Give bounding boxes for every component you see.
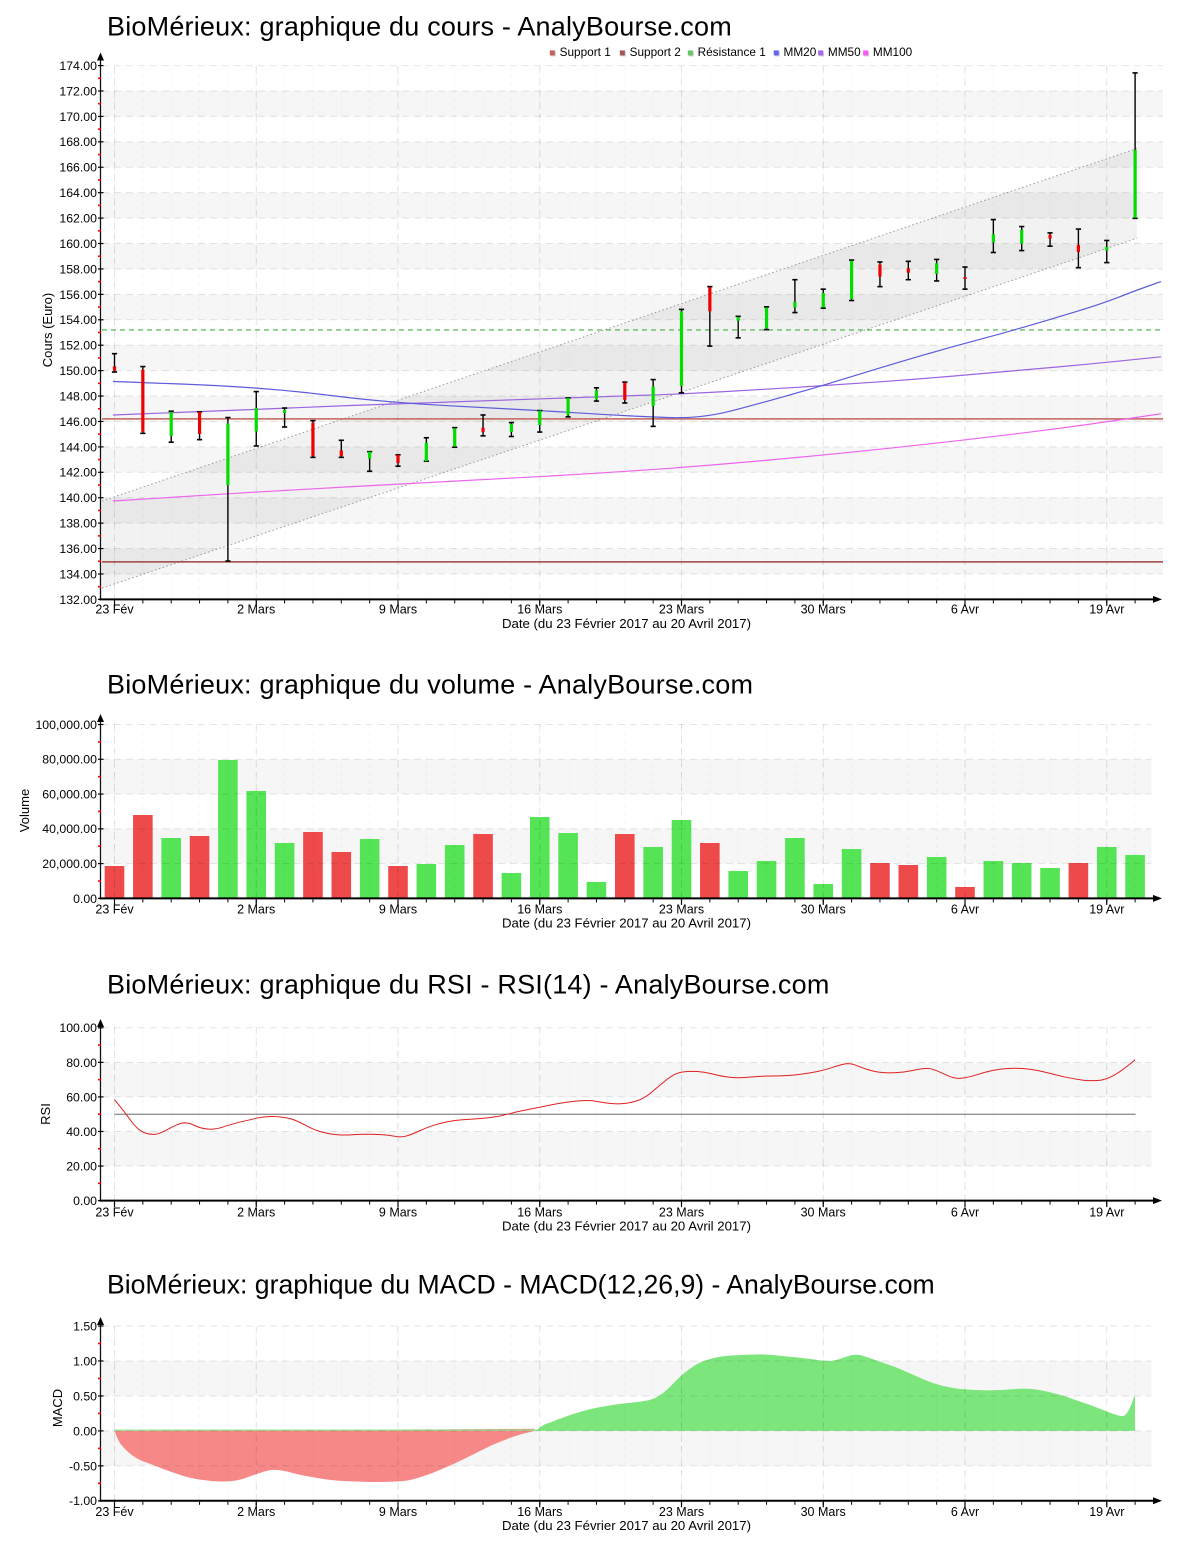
svg-text:Date (du 23 Février 2017 au 20: Date (du 23 Février 2017 au 20 Avril 201… <box>502 916 751 931</box>
svg-text:19 Avr: 19 Avr <box>1089 1505 1124 1519</box>
svg-text:6 Avr: 6 Avr <box>951 602 979 616</box>
svg-text:0.00: 0.00 <box>73 892 97 906</box>
svg-text:23 Mars: 23 Mars <box>659 902 704 916</box>
svg-text:60,000.00: 60,000.00 <box>42 788 97 802</box>
svg-text:80.00: 80.00 <box>66 1056 97 1070</box>
svg-text:156.00: 156.00 <box>59 288 97 302</box>
svg-text:23 Fév: 23 Fév <box>95 1205 134 1219</box>
svg-text:174.00: 174.00 <box>59 59 97 73</box>
svg-text:154.00: 154.00 <box>59 313 97 327</box>
svg-text:1.00: 1.00 <box>73 1354 97 1368</box>
svg-text:0.00: 0.00 <box>73 1194 97 1208</box>
svg-text:Volume: Volume <box>17 789 32 832</box>
svg-text:2 Mars: 2 Mars <box>237 902 275 916</box>
svg-text:6 Avr: 6 Avr <box>951 1205 979 1219</box>
svg-text:136.00: 136.00 <box>59 542 97 556</box>
svg-text:6 Avr: 6 Avr <box>951 1505 979 1519</box>
svg-text:MM50: MM50 <box>828 45 861 59</box>
svg-text:RSI: RSI <box>38 1103 53 1125</box>
svg-text:Cours (Euro): Cours (Euro) <box>40 293 55 367</box>
svg-text:23 Mars: 23 Mars <box>659 1205 704 1219</box>
svg-text:152.00: 152.00 <box>59 339 97 353</box>
svg-text:80,000.00: 80,000.00 <box>42 753 97 767</box>
svg-text:30 Mars: 30 Mars <box>801 1505 846 1519</box>
svg-text:BioMérieux: graphique du MACD: BioMérieux: graphique du MACD - MACD(12,… <box>107 1270 935 1300</box>
svg-text:170.00: 170.00 <box>59 110 97 124</box>
svg-text:9 Mars: 9 Mars <box>379 602 417 616</box>
svg-text:23 Fév: 23 Fév <box>95 602 134 616</box>
svg-text:23 Mars: 23 Mars <box>659 602 704 616</box>
svg-text:23 Fév: 23 Fév <box>95 902 134 916</box>
svg-text:9 Mars: 9 Mars <box>379 1205 417 1219</box>
svg-text:40.00: 40.00 <box>66 1125 97 1139</box>
svg-text:2 Mars: 2 Mars <box>237 602 275 616</box>
svg-text:166.00: 166.00 <box>59 161 97 175</box>
svg-text:Support 1: Support 1 <box>560 45 611 59</box>
svg-text:19 Avr: 19 Avr <box>1089 1205 1124 1219</box>
svg-text:100.00: 100.00 <box>59 1021 97 1035</box>
svg-text:MACD: MACD <box>50 1389 65 1427</box>
svg-text:132.00: 132.00 <box>59 593 97 607</box>
svg-text:160.00: 160.00 <box>59 237 97 251</box>
svg-text:150.00: 150.00 <box>59 364 97 378</box>
svg-text:158.00: 158.00 <box>59 262 97 276</box>
svg-text:19 Avr: 19 Avr <box>1089 902 1124 916</box>
svg-text:100,000.00: 100,000.00 <box>35 718 97 732</box>
svg-text:9 Mars: 9 Mars <box>379 1505 417 1519</box>
svg-text:134.00: 134.00 <box>59 567 97 581</box>
svg-text:Date (du 23 Février 2017 au 20: Date (du 23 Février 2017 au 20 Avril 201… <box>502 1518 751 1533</box>
svg-text:Support 2: Support 2 <box>630 45 681 59</box>
svg-text:Résistance 1: Résistance 1 <box>698 45 766 59</box>
svg-text:0.50: 0.50 <box>73 1389 97 1403</box>
svg-text:MM20: MM20 <box>784 45 817 59</box>
svg-text:23 Mars: 23 Mars <box>659 1505 704 1519</box>
svg-text:-0.50: -0.50 <box>69 1459 97 1473</box>
svg-text:30 Mars: 30 Mars <box>801 902 846 916</box>
svg-text:138.00: 138.00 <box>59 517 97 531</box>
svg-text:140.00: 140.00 <box>59 491 97 505</box>
svg-text:144.00: 144.00 <box>59 440 97 454</box>
svg-text:2 Mars: 2 Mars <box>237 1205 275 1219</box>
svg-text:142.00: 142.00 <box>59 466 97 480</box>
svg-text:Date (du 23 Février 2017 au 20: Date (du 23 Février 2017 au 20 Avril 201… <box>502 616 751 631</box>
svg-text:164.00: 164.00 <box>59 186 97 200</box>
svg-text:BioMérieux: graphique du RSI -: BioMérieux: graphique du RSI - RSI(14) -… <box>107 970 830 1000</box>
svg-text:16 Mars: 16 Mars <box>517 1505 562 1519</box>
svg-text:-1.00: -1.00 <box>69 1494 97 1508</box>
svg-text:16 Mars: 16 Mars <box>517 1205 562 1219</box>
svg-text:BioMérieux: graphique du volum: BioMérieux: graphique du volume - AnalyB… <box>107 670 753 700</box>
svg-text:30 Mars: 30 Mars <box>801 602 846 616</box>
svg-text:2 Mars: 2 Mars <box>237 1505 275 1519</box>
svg-text:16 Mars: 16 Mars <box>517 902 562 916</box>
svg-text:40,000.00: 40,000.00 <box>42 822 97 836</box>
svg-text:BioMérieux: graphique du cours: BioMérieux: graphique du cours - AnalyBo… <box>107 12 732 42</box>
svg-text:146.00: 146.00 <box>59 415 97 429</box>
svg-text:20,000.00: 20,000.00 <box>42 857 97 871</box>
svg-text:60.00: 60.00 <box>66 1090 97 1104</box>
svg-text:Date (du 23 Février 2017 au 20: Date (du 23 Février 2017 au 20 Avril 201… <box>502 1218 751 1233</box>
svg-text:148.00: 148.00 <box>59 389 97 403</box>
svg-text:19 Avr: 19 Avr <box>1089 602 1124 616</box>
svg-text:172.00: 172.00 <box>59 84 97 98</box>
svg-text:9 Mars: 9 Mars <box>379 902 417 916</box>
svg-text:0.00: 0.00 <box>73 1424 97 1438</box>
svg-text:162.00: 162.00 <box>59 212 97 226</box>
svg-text:30 Mars: 30 Mars <box>801 1205 846 1219</box>
svg-text:MM100: MM100 <box>873 45 913 59</box>
svg-text:6 Avr: 6 Avr <box>951 902 979 916</box>
svg-text:23 Fév: 23 Fév <box>95 1505 134 1519</box>
svg-text:16 Mars: 16 Mars <box>517 602 562 616</box>
svg-text:168.00: 168.00 <box>59 135 97 149</box>
svg-text:1.50: 1.50 <box>73 1319 97 1333</box>
svg-text:20.00: 20.00 <box>66 1159 97 1173</box>
